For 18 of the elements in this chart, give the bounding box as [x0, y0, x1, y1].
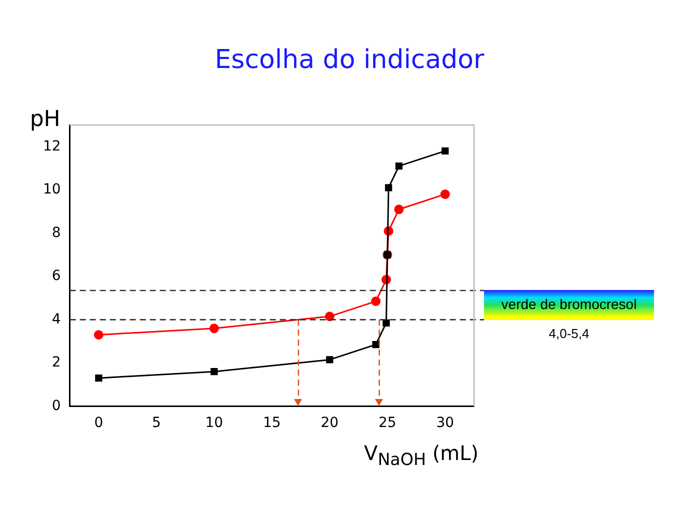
chart-title: Escolha do indicador	[214, 45, 486, 75]
x-axis-title: V$_{NaOH}$ (mL)	[364, 441, 479, 470]
y-tick-label: 10	[42, 182, 61, 198]
y-tick-label: 4	[52, 311, 61, 328]
text: 4,0-5,4	[548, 326, 590, 341]
y-tick-label: 2	[52, 354, 61, 371]
x-tick-label: 10	[205, 415, 224, 432]
x-tick-label: 15	[262, 415, 281, 432]
y-tick-label: 12	[42, 138, 61, 154]
x-tick-label: 5	[152, 415, 161, 432]
x-tick-label: 30	[436, 415, 454, 432]
y-axis-title: pH	[30, 107, 60, 132]
x-tick-label: 25	[378, 415, 396, 432]
y-tick-label: 8	[52, 224, 61, 241]
y-tick-label: 6	[52, 268, 61, 284]
y-tick-label: 0	[52, 398, 61, 414]
x-tick-label: 0	[94, 415, 104, 432]
x-tick-label: 20	[320, 415, 339, 432]
